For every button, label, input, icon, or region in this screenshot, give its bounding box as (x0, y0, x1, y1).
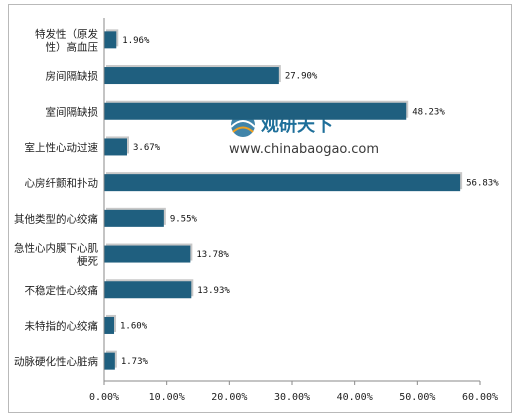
bar (104, 209, 164, 227)
category-label: 心房纤颤和扑动 (25, 177, 99, 190)
x-tick-label: 50.00% (399, 392, 435, 403)
bar (104, 174, 461, 192)
bar-value-label: 48.23% (412, 107, 445, 117)
bar-value-label: 1.73% (121, 357, 149, 367)
bar (104, 316, 115, 334)
x-tick-label: 40.00% (337, 392, 373, 403)
watermark-url: www.chinabaogao.com (229, 142, 379, 157)
bar-value-label: 9.55% (170, 214, 198, 224)
chart-frame: 观研天下 www.chinabaogao.com 1.96% 27.90% 48.2… (8, 4, 512, 413)
bar (104, 352, 115, 370)
watermark: 观研天下 www.chinabaogao.com (229, 113, 379, 157)
bar-value-label: 13.93% (197, 286, 230, 296)
bar-value-label: 27.90% (285, 72, 318, 82)
bar-chart: 观研天下 www.chinabaogao.com 1.96% 27.90% 48.2… (14, 18, 499, 403)
bar (104, 138, 127, 156)
bar-value-label: 3.67% (133, 143, 161, 153)
category-label: 不稳定性心绞痛 (25, 284, 99, 297)
x-tick-label: 20.00% (211, 392, 247, 403)
x-axis: 0.00% 10.00% 20.00% 30.00% 40.00% 50.00% 60.00… (89, 18, 498, 403)
category-label: 急性心内膜下心肌梗死 (14, 242, 98, 268)
x-tick-label: 60.00% (462, 392, 498, 403)
category-label: 室间隔缺损 (46, 105, 99, 118)
x-tick-label: 10.00% (149, 392, 185, 403)
category-label: 特发性（原发性）高血压 (35, 27, 98, 53)
bar (104, 102, 407, 120)
x-tick-label: 0.00% (89, 392, 119, 403)
category-label: 房间隔缺损 (46, 70, 99, 83)
bar-value-label: 1.60% (120, 321, 148, 331)
category-label: 动脉硬化性心脏病 (14, 355, 98, 368)
category-label: 其他类型的心绞痛 (14, 212, 98, 225)
bar-value-label: 1.96% (122, 36, 150, 46)
x-tick-label: 30.00% (274, 392, 310, 403)
bar-value-label: 56.83% (466, 179, 499, 189)
bar (104, 245, 191, 263)
bar (104, 31, 117, 49)
bars-group: 1.96% 27.90% 48.23% 3.67% 56.83% 9.55% 13.78% 1… (104, 29, 499, 370)
bar-value-label: 13.78% (196, 250, 229, 260)
category-label: 未特指的心绞痛 (25, 319, 99, 332)
watermark-name: 观研天下 (261, 115, 333, 136)
category-label: 室上性心动过速 (25, 141, 99, 154)
bar (104, 67, 279, 85)
bar (104, 281, 192, 299)
category-labels: 特发性（原发性）高血压房间隔缺损室间隔缺损室上性心动过速心房纤颤和扑动其他类型的… (14, 27, 98, 368)
